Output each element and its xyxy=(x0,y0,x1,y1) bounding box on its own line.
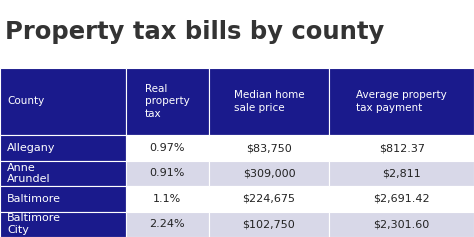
Bar xyxy=(209,68,329,135)
Bar xyxy=(126,212,209,237)
Text: $2,691.42: $2,691.42 xyxy=(374,194,430,204)
Bar xyxy=(329,68,474,135)
Bar xyxy=(0,212,126,237)
Text: Property tax bills by county: Property tax bills by county xyxy=(5,20,384,44)
Text: 2.24%: 2.24% xyxy=(149,219,185,229)
Bar xyxy=(126,161,209,186)
Text: $2,301.60: $2,301.60 xyxy=(374,219,430,229)
Bar xyxy=(126,186,209,212)
Bar xyxy=(329,186,474,212)
Bar xyxy=(209,186,329,212)
Text: $224,675: $224,675 xyxy=(243,194,295,204)
Text: $83,750: $83,750 xyxy=(246,143,292,153)
Bar xyxy=(0,68,126,135)
Bar xyxy=(329,212,474,237)
Bar xyxy=(209,161,329,186)
Bar xyxy=(126,135,209,161)
Text: Baltimore: Baltimore xyxy=(7,194,61,204)
Bar xyxy=(0,186,126,212)
Bar xyxy=(126,68,209,135)
Text: $2,811: $2,811 xyxy=(383,169,421,178)
Text: Anne
Arundel: Anne Arundel xyxy=(7,163,51,184)
Text: $812.37: $812.37 xyxy=(379,143,425,153)
Text: 0.91%: 0.91% xyxy=(149,169,185,178)
Text: 1.1%: 1.1% xyxy=(153,194,181,204)
Bar xyxy=(0,161,126,186)
Text: $309,000: $309,000 xyxy=(243,169,295,178)
Text: County: County xyxy=(7,96,45,106)
Text: Average property
tax payment: Average property tax payment xyxy=(356,90,447,113)
Text: Allegany: Allegany xyxy=(7,143,55,153)
Text: Baltimore
City: Baltimore City xyxy=(7,214,61,235)
Bar xyxy=(329,161,474,186)
Text: Real
property
tax: Real property tax xyxy=(145,84,190,119)
Bar xyxy=(0,135,126,161)
Text: 0.97%: 0.97% xyxy=(149,143,185,153)
Text: Median home
sale price: Median home sale price xyxy=(234,90,304,113)
Bar xyxy=(329,135,474,161)
Bar xyxy=(209,135,329,161)
Bar xyxy=(209,212,329,237)
Text: $102,750: $102,750 xyxy=(243,219,295,229)
